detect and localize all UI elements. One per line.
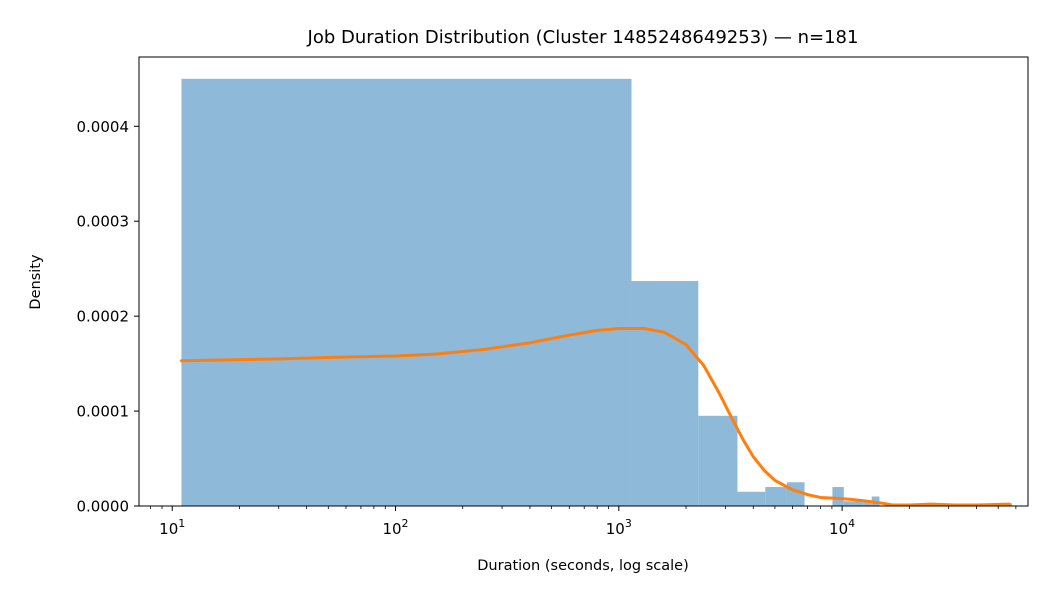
histogram-bar-8 — [854, 501, 864, 506]
plot-frame — [138, 56, 1029, 507]
y-tick-label-3: 0.0003 — [77, 213, 130, 231]
x-tick-exponent-2: 3 — [625, 517, 632, 530]
y-axis-ticks: 0.0000 0.0001 0.0002 0.0003 0.0004 — [77, 118, 139, 516]
x-tick-exponent-0: 1 — [178, 517, 185, 530]
y-tick-label-0: 0.0000 — [77, 498, 130, 516]
x-tick-label-0: 101 — [159, 517, 185, 538]
x-tick-label-2: 103 — [606, 517, 632, 538]
x-axis-label: Duration (seconds, log scale) — [477, 558, 688, 574]
kde-curve — [179, 326, 1011, 507]
y-tick-label-2: 0.0002 — [77, 308, 130, 326]
histogram-bar-4 — [765, 487, 787, 506]
histogram-bar-0 — [181, 78, 632, 506]
kde-curve-layer — [179, 326, 1011, 507]
x-axis-ticks: 101 102 103 104 — [150, 506, 1017, 538]
histogram-bar-9 — [863, 501, 872, 506]
y-tick-label-4: 0.0004 — [77, 118, 130, 136]
histogram-bar-2 — [698, 415, 738, 506]
x-tick-exponent-1: 2 — [402, 517, 409, 530]
histogram-bar-3 — [737, 491, 766, 506]
x-tick-exponent-3: 4 — [848, 517, 855, 530]
histogram-bar-1 — [631, 281, 699, 506]
x-tick-label-1: 102 — [382, 517, 408, 538]
chart-title: Job Duration Distribution (Cluster 14852… — [307, 27, 859, 48]
histogram-bar-6 — [832, 487, 844, 506]
histogram-bars — [181, 78, 1012, 506]
histogram-bar-12 — [1010, 503, 1012, 506]
y-axis-label: Density — [28, 254, 44, 310]
x-tick-label-3: 104 — [829, 517, 855, 538]
histogram-bar-7 — [843, 501, 855, 506]
y-tick-label-1: 0.0001 — [77, 403, 130, 421]
